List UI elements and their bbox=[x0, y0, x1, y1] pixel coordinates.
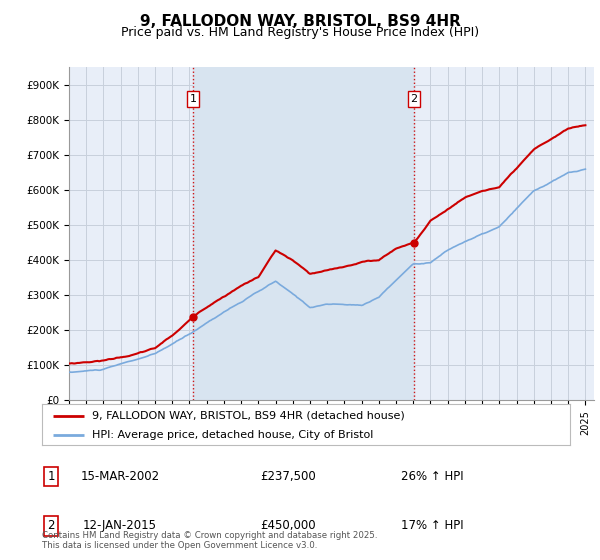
Text: Price paid vs. HM Land Registry's House Price Index (HPI): Price paid vs. HM Land Registry's House … bbox=[121, 26, 479, 39]
Text: 2: 2 bbox=[47, 519, 55, 533]
Text: 9, FALLODON WAY, BRISTOL, BS9 4HR (detached house): 9, FALLODON WAY, BRISTOL, BS9 4HR (detac… bbox=[92, 411, 405, 421]
Text: £450,000: £450,000 bbox=[260, 519, 316, 533]
Text: 1: 1 bbox=[47, 470, 55, 483]
Bar bbox=[193, 67, 414, 400]
Text: 17% ↑ HPI: 17% ↑ HPI bbox=[401, 519, 463, 533]
Text: 9, FALLODON WAY, BRISTOL, BS9 4HR: 9, FALLODON WAY, BRISTOL, BS9 4HR bbox=[140, 14, 460, 29]
Text: Contains HM Land Registry data © Crown copyright and database right 2025.
This d: Contains HM Land Registry data © Crown c… bbox=[42, 530, 377, 550]
Text: HPI: Average price, detached house, City of Bristol: HPI: Average price, detached house, City… bbox=[92, 430, 374, 440]
Text: £237,500: £237,500 bbox=[260, 470, 316, 483]
Text: 12-JAN-2015: 12-JAN-2015 bbox=[83, 519, 157, 533]
Text: 15-MAR-2002: 15-MAR-2002 bbox=[80, 470, 160, 483]
Text: 1: 1 bbox=[190, 94, 196, 104]
Text: 2: 2 bbox=[410, 94, 418, 104]
Text: 26% ↑ HPI: 26% ↑ HPI bbox=[401, 470, 463, 483]
